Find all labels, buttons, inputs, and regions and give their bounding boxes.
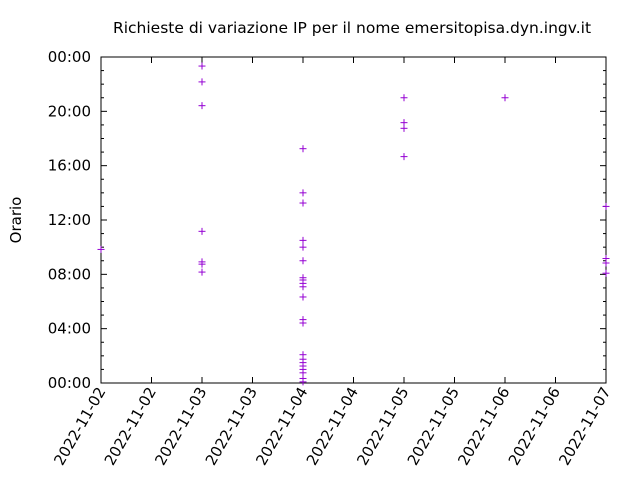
data-point — [299, 199, 307, 207]
chart-title: Richieste di variazione IP per il nome e… — [113, 19, 591, 37]
x-axis-ticks: 2022-11-022022-11-022022-11-032022-11-03… — [50, 57, 614, 469]
data-point — [198, 62, 206, 70]
y-tick-label: 16:00 — [48, 157, 91, 175]
data-points — [97, 62, 610, 386]
data-point — [400, 124, 408, 132]
y-axis-label: Orario — [7, 197, 25, 244]
y-tick-label: 12:00 — [48, 211, 91, 229]
plot-frame-border — [100, 56, 607, 384]
data-point — [198, 260, 206, 268]
x-tick-label: 2022-11-05 — [353, 384, 412, 469]
data-point — [299, 243, 307, 251]
y-tick-label: 00:00 — [48, 374, 91, 392]
x-tick-label: 2022-11-04 — [303, 384, 362, 469]
x-tick-label: 2022-11-05 — [404, 384, 463, 469]
y-tick-label: 20:00 — [48, 102, 91, 120]
x-tick-label: 2022-11-02 — [101, 384, 160, 469]
data-point — [299, 145, 307, 153]
y-tick-label: 08:00 — [48, 265, 91, 283]
plot-frame — [100, 56, 607, 384]
data-point — [299, 189, 307, 197]
data-point — [299, 293, 307, 301]
data-point — [501, 94, 509, 102]
data-point — [602, 269, 610, 277]
data-point — [400, 94, 408, 102]
data-point — [602, 202, 610, 210]
data-point — [198, 102, 206, 110]
x-tick-label: 2022-11-06 — [505, 384, 564, 469]
x-tick-label: 2022-11-07 — [555, 384, 614, 469]
data-point — [299, 319, 307, 327]
data-point — [400, 153, 408, 161]
data-point — [198, 78, 206, 86]
data-point — [299, 257, 307, 265]
data-point — [299, 236, 307, 244]
x-tick-label: 2022-11-06 — [454, 384, 513, 469]
data-point — [602, 259, 610, 267]
x-tick-label: 2022-11-02 — [50, 384, 109, 469]
data-point — [198, 268, 206, 276]
data-point — [198, 227, 206, 235]
data-point — [299, 283, 307, 291]
x-tick-label: 2022-11-04 — [252, 384, 311, 469]
y-tick-label: 00:00 — [48, 48, 91, 66]
x-tick-label: 2022-11-03 — [202, 384, 261, 469]
data-point — [97, 245, 105, 253]
data-point — [299, 378, 307, 386]
x-tick-label: 2022-11-03 — [151, 384, 210, 469]
y-axis-ticks: 00:00 04:00 08:00 12:00 16:00 20:00 00:00 — [48, 48, 606, 392]
y-tick-label: 04:00 — [48, 320, 91, 338]
